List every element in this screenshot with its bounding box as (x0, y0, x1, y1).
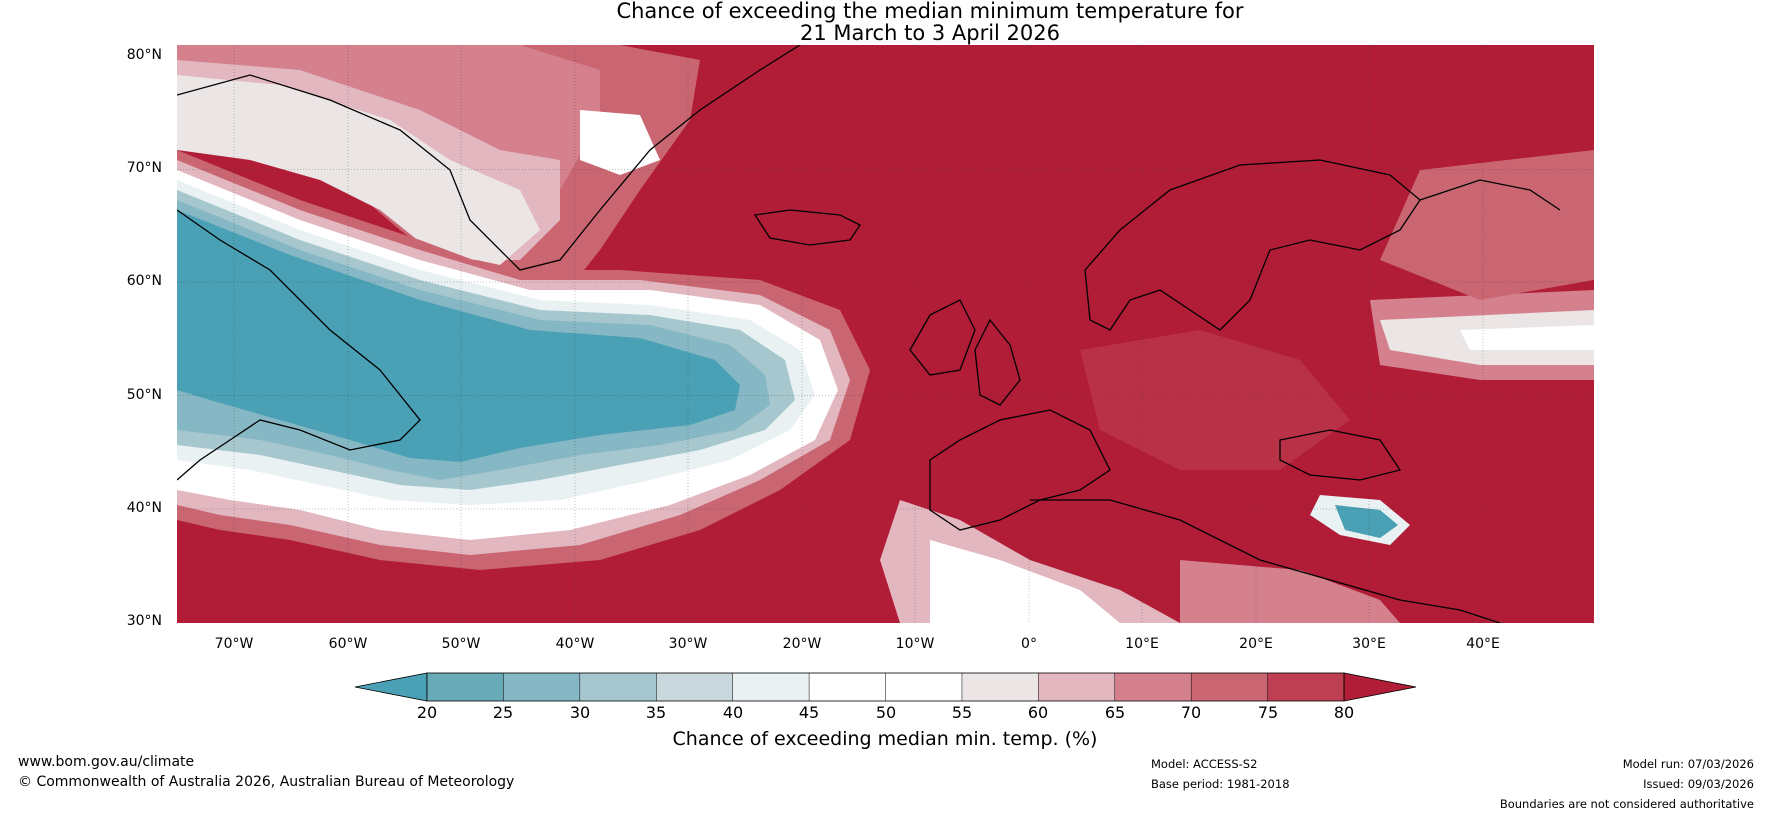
map-field-band (1335, 505, 1398, 538)
lon-label-0: 0° (1021, 636, 1037, 652)
colorbar-tick: 35 (645, 703, 667, 722)
colorbar-swatch (579, 673, 657, 701)
lat-label-50n: 50°N (126, 387, 162, 403)
website-url: www.bom.gov.au/climate (18, 754, 195, 770)
colorbar-tick: 70 (1180, 703, 1202, 722)
colorbar-swatch (656, 673, 734, 701)
lon-label-40w: 40°W (555, 636, 595, 652)
map-field-band (580, 110, 660, 175)
colorbar-tick: 30 (569, 703, 591, 722)
colorbar (354, 672, 1417, 702)
lat-label-80n: 80°N (126, 47, 162, 63)
map-field-band (177, 75, 540, 265)
colorbar-tick: 75 (1257, 703, 1279, 722)
boundaries-disclaimer: Boundaries are not considered authoritat… (1499, 797, 1754, 811)
colorbar-swatch (885, 673, 963, 701)
colorbar-label: Chance of exceeding median min. temp. (%… (672, 728, 1098, 750)
colorbar-tick: 40 (722, 703, 744, 722)
lat-label-40n: 40°N (126, 500, 162, 516)
graticule (177, 45, 1594, 623)
colorbar-tick: 80 (1333, 703, 1355, 722)
colorbar-swatch (1267, 673, 1345, 701)
map-field-band (1080, 330, 1350, 470)
map-field-band (1180, 560, 1400, 623)
lon-label-70w: 70°W (214, 636, 254, 652)
copyright-text: © Commonwealth of Australia 2026, Austra… (18, 774, 515, 790)
map-field-band (177, 210, 740, 462)
colorbar-tick: 50 (875, 703, 897, 722)
issued-date: Issued: 09/03/2026 (1643, 777, 1754, 791)
colorbar-swatch (1038, 673, 1116, 701)
colorbar-tick: 45 (798, 703, 820, 722)
map-field (177, 45, 1594, 623)
map-field-band (1380, 150, 1594, 300)
colorbar-extend-high (1343, 672, 1417, 702)
colorbar-swatch (732, 673, 810, 701)
colorbar-swatch (1114, 673, 1192, 701)
colorbar-swatch (503, 673, 581, 701)
base-period: Base period: 1981-2018 (1151, 777, 1290, 791)
map-field-band (1460, 325, 1594, 350)
colorbar-swatch (427, 673, 504, 701)
colorbar-swatch (961, 673, 1039, 701)
lon-label-30w: 30°W (668, 636, 708, 652)
model-run-date: Model run: 07/03/2026 (1622, 757, 1754, 771)
map-title-line-2: 21 March to 3 April 2026 (800, 21, 1060, 45)
model-name: Model: ACCESS-S2 (1151, 757, 1258, 771)
colorbar-extend-low (354, 672, 428, 702)
colorbar-tick: 20 (416, 703, 438, 722)
lat-label-60n: 60°N (126, 273, 162, 289)
lon-label-60w: 60°W (328, 636, 368, 652)
lon-label-10e: 10°E (1125, 636, 1159, 652)
lon-label-30e: 30°E (1352, 636, 1386, 652)
map-field-band (930, 540, 1120, 623)
lat-label-70n: 70°N (126, 160, 162, 176)
lon-label-50w: 50°W (441, 636, 481, 652)
colorbar-tick: 25 (492, 703, 514, 722)
colorbar-swatch (1191, 673, 1269, 701)
lon-label-20w: 20°W (782, 636, 822, 652)
lon-label-40e: 40°E (1466, 636, 1500, 652)
colorbar-tick: 60 (1027, 703, 1049, 722)
lon-label-10w: 10°W (895, 636, 935, 652)
coastlines (177, 45, 1561, 623)
colorbar-swatch (809, 673, 887, 701)
lat-label-30n: 30°N (126, 613, 162, 629)
lon-label-20e: 20°E (1239, 636, 1273, 652)
colorbar-tick: 55 (951, 703, 973, 722)
colorbar-tick: 65 (1104, 703, 1126, 722)
map-title-line-1: Chance of exceeding the median minimum t… (616, 0, 1244, 23)
